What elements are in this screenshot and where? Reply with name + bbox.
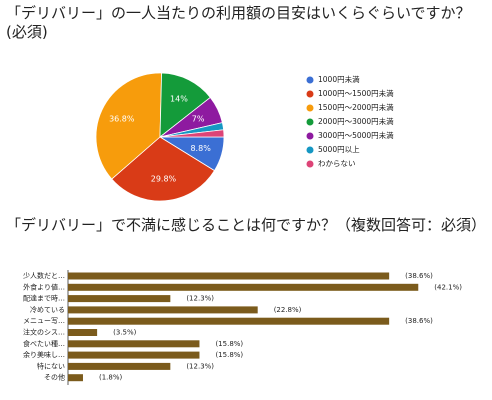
pie-slice [111,136,216,202]
bar-title: 「デリバリー」で不満に感じることは何ですか？（複数回答可：必須） [6,216,487,234]
category-label: 注文のシス… [23,328,65,337]
legend-label: 2000円〜3000円未満 [318,116,394,126]
legend-swatch [306,146,314,154]
slice-label: 8.8% [190,144,211,153]
category-label: 冷めている [30,305,65,314]
bar [68,272,390,280]
legend-label: 3000円〜5000円未満 [318,130,394,140]
bar [68,295,171,303]
slice-label: 36.8% [109,115,135,124]
category-label: 余り美味し… [23,350,65,359]
legend-swatch [306,90,314,98]
category-label: 特にない [37,361,65,370]
legend-label: わからない [318,159,356,168]
category-label: その他 [44,373,65,382]
bar [68,329,98,336]
legend-swatch [306,132,314,140]
pie-slice [159,72,211,138]
category-label: 配達まで時… [23,294,65,303]
legend-swatch [306,160,314,168]
legend-label: 5000円以上 [318,145,360,154]
bar [68,374,83,382]
slice-label: 7% [192,114,205,123]
pie-title: 「デリバリー」の一人当たりの利用額の目安はいくらぐらいですか？(必須) [6,4,471,41]
bar [68,317,390,325]
bar [68,362,171,370]
pie-slice [159,129,225,138]
category-label: 外食より値… [23,282,65,291]
pie-slice [95,72,163,180]
value-label: (15.8%) [215,351,243,359]
value-label: (15.8%) [215,340,243,348]
value-label: (38.6%) [405,272,433,280]
value-label: (3.5%) [113,329,137,337]
value-label: (42.1%) [434,283,462,291]
value-label: (1.8%) [99,374,123,382]
slice-label: 29.8% [151,175,177,184]
legend-swatch [306,118,314,126]
bar [68,340,200,348]
bar [68,306,258,314]
value-label: (12.3%) [186,362,214,370]
legend-swatch [306,104,314,112]
category-label: 食べたい種… [23,339,65,348]
legend-label: 1000円〜1500円未満 [318,88,394,98]
value-label: (38.6%) [405,317,433,325]
slice-label: 14% [170,95,188,104]
value-label: (12.3%) [186,295,214,303]
category-label: メニュー写… [23,317,65,325]
legend-swatch [306,76,314,84]
bar [68,351,200,359]
legend-label: 1000円未満 [318,74,360,84]
category-label: 少人数だと… [23,271,65,280]
value-label: (22.8%) [274,306,302,314]
legend-label: 1500円〜2000円未満 [318,102,394,112]
bar [68,283,419,291]
